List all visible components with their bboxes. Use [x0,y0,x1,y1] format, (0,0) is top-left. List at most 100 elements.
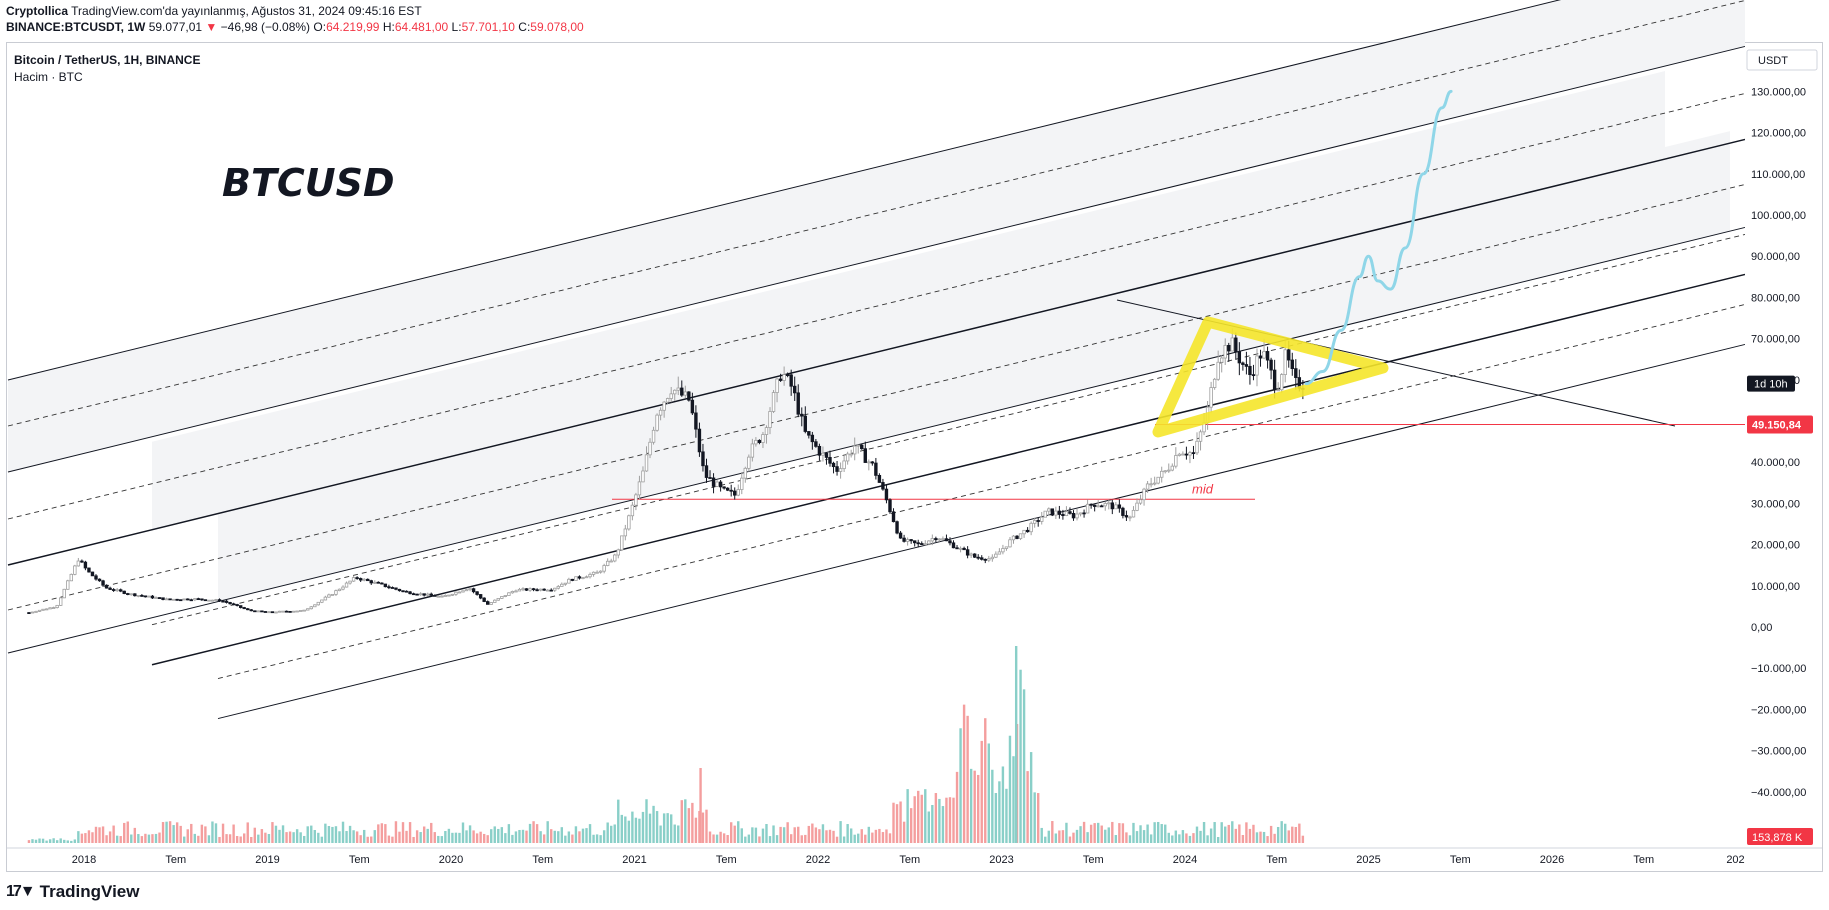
volume-bar [1014,646,1018,843]
candle-body [609,560,613,563]
candle-body [902,537,906,542]
time-tick-label: Tem [349,854,370,866]
price-tick-label: −30.000,00 [1751,746,1806,758]
projection-path [1304,89,1453,386]
volume-bar [839,821,842,843]
volume-bar [857,833,860,843]
volume-bar [1114,835,1118,843]
volume-bar [800,835,803,843]
channel-dash-0 [7,0,1746,427]
candle-body [1029,522,1033,533]
candle-body [860,444,864,450]
volume-bar [729,822,733,843]
candle-body [1167,469,1171,472]
candle-body [1223,345,1227,359]
volume-bar [662,813,666,843]
volume-bar [1209,828,1213,843]
candle-body [824,452,829,458]
volume-bar [48,839,52,843]
candle-body [1191,452,1196,455]
candle-body [267,611,271,614]
volume-bar [811,823,814,843]
volume-bar [786,822,789,843]
volume-bar [27,840,31,843]
candle-body [119,589,123,592]
volume-bar [909,808,913,843]
volume-bar [793,827,796,843]
price-tick-label: −10.000,00 [1751,663,1806,675]
time-tick-label: Tem [1450,854,1471,866]
volume-bar [1156,821,1160,843]
candle-body [1188,452,1192,456]
candle-body [76,560,81,567]
volume-bar [101,826,105,843]
candle-body [891,511,896,523]
candle-body [1258,355,1263,359]
candle-body [771,392,776,412]
volume-bar [225,834,228,843]
publish-info: Cryptollica TradingView.com'da yayınlanm… [6,4,422,18]
candle-body [1255,355,1259,376]
candle-body [263,611,268,613]
volume-bar [1199,830,1202,843]
volume-bar [370,836,373,843]
volume-bar [924,789,927,843]
volume-bar [1040,827,1043,843]
candle-body [1269,359,1273,371]
volume-bar [232,824,235,843]
candle-body [1107,502,1111,505]
candle-body [627,515,631,530]
volume-bar [691,802,694,843]
candle-body [348,580,352,584]
volume-bar [1287,830,1290,843]
volume-bar [987,743,990,843]
channel-line-5 [217,343,1746,720]
chart-frame[interactable] [6,42,1823,872]
triangle-highlight [1152,316,1389,438]
candle-body [450,593,455,596]
candle-body [415,593,419,596]
volume-bar [1019,669,1022,843]
candle-body [90,571,95,577]
volume-bar [535,824,539,843]
volume-bar [34,839,38,843]
candle-body [210,599,215,602]
volume-bar [38,838,41,843]
candle-body [1004,546,1009,549]
volume-bar [1291,826,1294,843]
candle-body [171,598,176,601]
candle-body [934,538,938,541]
author-name[interactable]: Cryptollica [6,4,69,18]
candle-body [1272,369,1277,391]
volume-bar [486,835,489,843]
time-tick-label: 202 [1726,854,1744,866]
tradingview-logo[interactable]: 17▼ TradingView [6,882,139,902]
volume-bar [775,835,779,843]
volume-bar [288,831,292,843]
volume-bar [1298,823,1301,843]
volume-bar [567,831,571,843]
volume-bar [1231,821,1234,843]
candle-body [122,590,126,594]
volume-bar [179,825,182,843]
candle-body [574,576,578,581]
candle-body [754,439,758,445]
candle-body [51,607,56,609]
time-tick-label: Tem [1633,854,1654,866]
candle-body [976,556,980,559]
candle-body [1036,520,1040,522]
volume-bar [172,825,175,843]
candle-body [556,586,560,589]
volume-bar [1245,822,1248,843]
volume-bar [744,836,747,843]
candle-body [178,599,183,602]
candle-body [553,587,557,591]
candle-body [478,594,483,599]
candle-body [288,610,292,613]
candle-body [1283,349,1287,376]
candle-body [493,599,497,603]
volume-bar [1142,830,1146,843]
volume-bar [1213,822,1216,843]
volume-bar [1082,821,1086,843]
